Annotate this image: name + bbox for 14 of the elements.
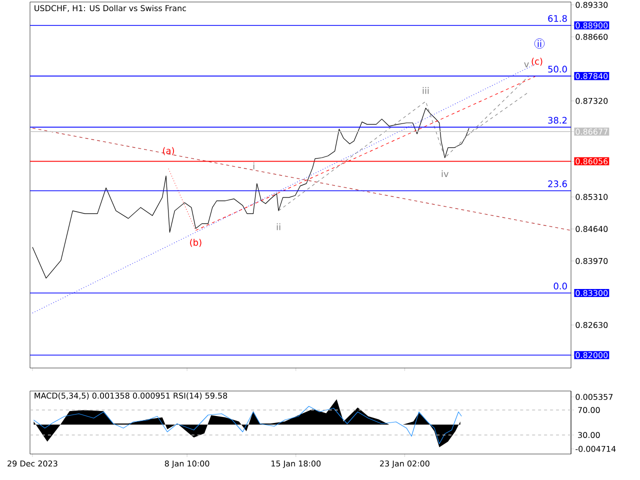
annotation: (c) xyxy=(532,58,542,66)
annotation: v xyxy=(524,62,529,68)
annotation: ii xyxy=(276,223,280,230)
annotation: 23.6 xyxy=(548,180,567,188)
annotation: 50.0 xyxy=(548,66,567,73)
annotation: 38.2 xyxy=(548,116,567,124)
annotation: (b) xyxy=(190,238,202,247)
annotation: (a) xyxy=(163,147,174,156)
annotation: i xyxy=(253,162,254,170)
annotation: ii xyxy=(538,40,542,47)
annotation: 61.8 xyxy=(548,15,567,22)
annotation: iii xyxy=(422,87,429,94)
annotation: iv xyxy=(442,170,449,178)
annotation: 0.0 xyxy=(554,282,567,290)
